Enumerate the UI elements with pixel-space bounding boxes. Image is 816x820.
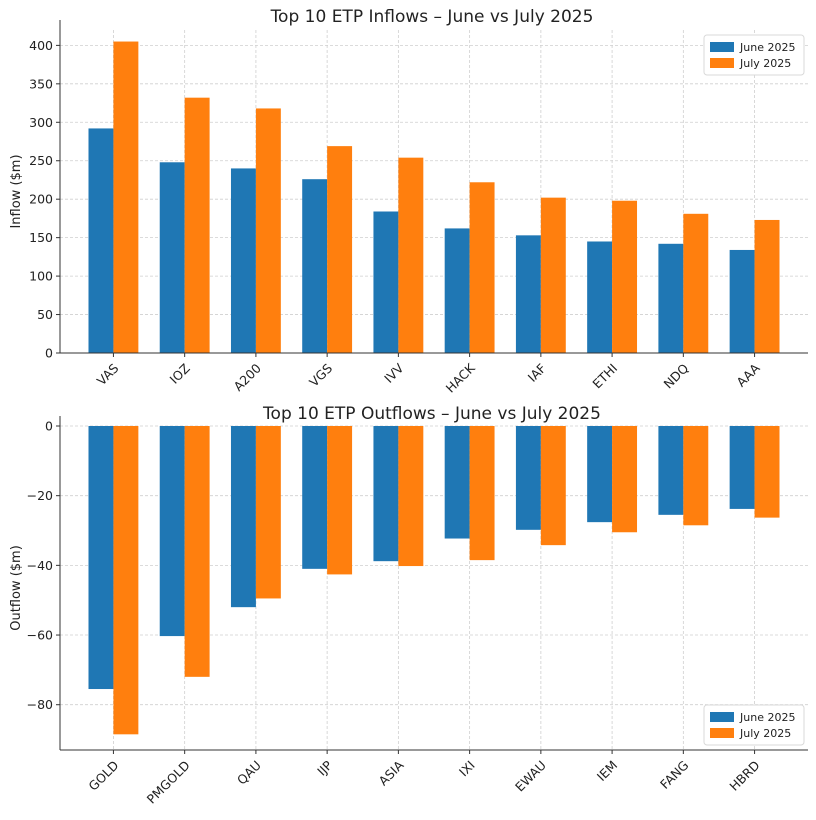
bar-july-hbrd: [754, 426, 780, 518]
bar-june-vgs: [302, 179, 328, 353]
x-tick-label: NDQ: [660, 360, 691, 391]
bar-july-ioz: [184, 97, 210, 353]
bar-june-pmgold: [159, 426, 185, 637]
x-tick-label: A200: [230, 360, 264, 394]
y-axis-label: Outflow ($m): [9, 545, 24, 631]
x-tick-label: VGS: [306, 360, 335, 389]
bar-june-hbrd: [729, 426, 755, 509]
bar-july-ewau: [540, 426, 566, 546]
y-axis-label: Inflow ($m): [9, 154, 24, 228]
x-tick-label: FANG: [657, 758, 691, 792]
y-tick-label: 100: [29, 269, 53, 284]
y-tick-label: 350: [29, 76, 53, 91]
y-tick-label: 200: [29, 192, 53, 207]
legend-swatch-june: [710, 42, 734, 52]
x-tick-label: ASIA: [376, 757, 407, 788]
bar-july-ixi: [469, 426, 495, 561]
chart-title: Top 10 ETP Outflows – June vs July 2025: [262, 404, 601, 424]
y-tick-label: 400: [29, 38, 53, 53]
x-tick-label: QAU: [234, 758, 264, 788]
bar-july-ijp: [327, 426, 353, 575]
x-tick-label: IVV: [381, 360, 407, 386]
legend-label: June 2025: [739, 41, 795, 54]
bar-june-ixi: [444, 426, 470, 539]
bar-july-vgs: [327, 146, 353, 353]
chart-2: −80 −60 −40 −20 0 GOLD PMGOLD QAU IJP ASIA IXI EWAU…: [9, 404, 808, 807]
bar-july-iem: [612, 426, 638, 533]
bar-june-iaf: [515, 235, 541, 353]
bar-june-ivv: [373, 211, 399, 353]
bar-june-hack: [444, 228, 470, 353]
legend-swatch-june: [710, 712, 734, 722]
bar-july-iaf: [540, 197, 566, 353]
legend-label: July 2025: [739, 727, 791, 740]
legend-label: July 2025: [739, 57, 791, 70]
bar-june-asia: [373, 426, 399, 562]
x-tick-label: VAS: [94, 360, 122, 388]
x-tick-label: HACK: [443, 360, 479, 396]
bar-june-qau: [230, 426, 256, 608]
x-tick-label: AAA: [733, 360, 763, 390]
bar-july-aaa: [754, 219, 780, 353]
legend-swatch-july: [710, 58, 734, 68]
legend: June 2025 July 2025: [703, 704, 805, 746]
bar-july-ivv: [398, 157, 424, 353]
bar-july-a200: [255, 108, 281, 353]
bar-june-ijp: [302, 426, 328, 569]
x-tick-label: GOLD: [85, 758, 121, 794]
bar-june-aaa: [729, 249, 755, 353]
bar-june-gold: [88, 426, 114, 690]
bar-july-hack: [469, 182, 495, 353]
bar-june-ethi: [587, 241, 613, 353]
y-tick-label: −60: [27, 628, 53, 643]
x-tick-label: PMGOLD: [144, 758, 193, 807]
x-tick-label: IXI: [456, 758, 478, 780]
bar-july-ethi: [612, 200, 638, 353]
legend: June 2025 July 2025: [703, 34, 805, 76]
y-tick-label: 250: [29, 153, 53, 168]
y-tick-label: 150: [29, 230, 53, 245]
x-tick-label: IAF: [525, 361, 549, 385]
bar-july-vas: [113, 41, 139, 354]
bar-june-ndq: [658, 243, 684, 353]
y-tick-label: 300: [29, 115, 53, 130]
bar-june-vas: [88, 128, 114, 353]
x-tick-label: IEM: [594, 758, 620, 784]
x-tick-label: EWAU: [512, 758, 549, 795]
bar-june-a200: [230, 168, 256, 353]
bar-july-gold: [113, 426, 139, 735]
bar-june-fang: [658, 426, 684, 515]
bar-june-iem: [587, 426, 613, 523]
y-tick-label: −20: [27, 488, 53, 503]
x-tick-label: IOZ: [167, 361, 193, 387]
y-tick-label: 0: [45, 419, 53, 434]
y-tick-label: −40: [27, 558, 53, 573]
x-tick-label: IJP: [314, 757, 335, 778]
chart-title: Top 10 ETP Inflows – June vs July 2025: [270, 7, 594, 27]
bar-july-qau: [255, 426, 281, 599]
legend-label: June 2025: [739, 711, 795, 724]
bar-july-pmgold: [184, 426, 210, 677]
bar-july-asia: [398, 426, 424, 567]
bar-july-ndq: [683, 213, 709, 353]
x-tick-label: ETHI: [589, 361, 620, 392]
bar-july-fang: [683, 426, 709, 526]
y-tick-label: −80: [27, 697, 53, 712]
y-tick-label: 50: [37, 307, 53, 322]
bar-june-ewau: [515, 426, 541, 530]
y-tick-label: 0: [45, 346, 53, 361]
x-tick-label: HBRD: [726, 758, 762, 794]
chart-1: 0 50 100 150 200 250 300 350 400 VAS IOZ A200 VGS IVV…: [9, 7, 808, 396]
legend-swatch-july: [710, 728, 734, 738]
bar-june-ioz: [159, 162, 185, 353]
